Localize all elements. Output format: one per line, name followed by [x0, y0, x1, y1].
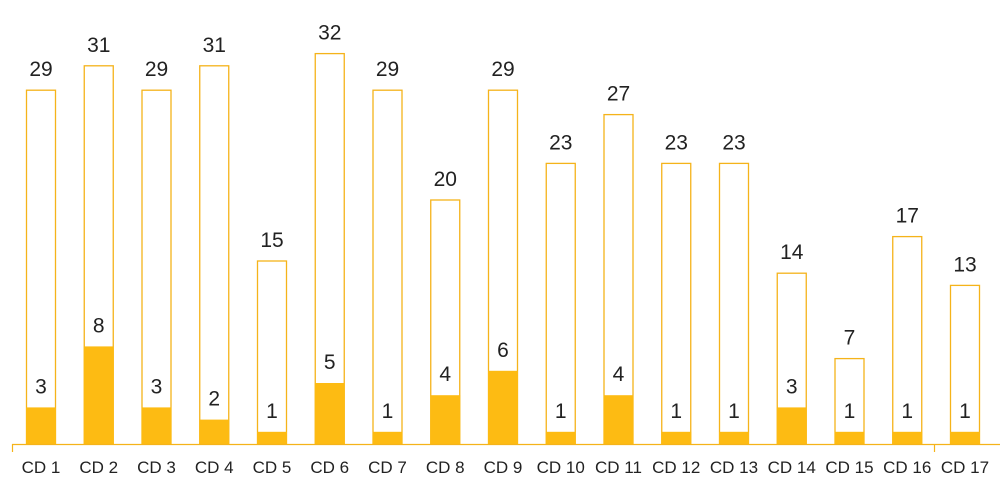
x-tick-label: CD 7 [368, 458, 407, 477]
total-value-label: 31 [203, 34, 226, 57]
total-value-label: 17 [896, 205, 919, 228]
bar-highlight [834, 431, 865, 444]
highlight-value-label: 4 [439, 363, 451, 386]
bar-total [892, 235, 923, 445]
highlight-value-label: 5 [324, 351, 336, 374]
highlight-value-label: 4 [613, 363, 625, 386]
x-tick-label: CD 10 [537, 458, 585, 477]
total-value-label: 23 [549, 131, 572, 154]
bar-total [603, 113, 634, 445]
total-value-label: 27 [607, 83, 630, 106]
highlight-value-label: 1 [959, 400, 971, 423]
highlight-value-label: 3 [151, 375, 163, 398]
total-value-label: 20 [434, 168, 457, 191]
x-axis-ticks: CD 1 CD 2 CD 3 CD 4 CD 5 CD 6 CD 7 CD 8 CD 9 CD 1… [11, 444, 989, 477]
bar-total [545, 162, 576, 445]
x-tick-label: CD 1 [22, 458, 61, 477]
bar-highlight [430, 395, 461, 444]
highlight-value-label: 1 [728, 400, 740, 423]
bar-highlight [950, 431, 980, 444]
bar-highlight [314, 383, 345, 444]
x-tick-label: CD 11 [595, 458, 642, 477]
bar-total [199, 65, 230, 445]
x-tick-label: CD 14 [768, 458, 816, 477]
highlight-value-label: 3 [786, 375, 798, 398]
total-value-label: 23 [722, 131, 745, 154]
total-value-label: 23 [665, 131, 688, 154]
bar-highlight [488, 370, 518, 444]
bar-highlight [141, 407, 172, 444]
x-tick-label: CD 16 [883, 458, 931, 477]
total-value-label: 13 [953, 253, 976, 276]
total-value-label: 29 [376, 58, 399, 81]
total-value-label: 7 [844, 327, 856, 350]
total-value-label: 32 [318, 22, 341, 45]
x-tick-label: CD 13 [710, 458, 758, 477]
total-value-label: 29 [29, 58, 52, 81]
highlight-value-label: 1 [670, 400, 682, 423]
x-tick-label: CD 2 [79, 458, 118, 477]
total-value-label: 15 [260, 229, 283, 252]
x-tick-label: CD 5 [253, 458, 292, 477]
highlight-value-label: 6 [497, 339, 509, 362]
total-value-labels: 29 31 29 31 15 32 29 20 29 23 27 23 23 14 7 17 13 [29, 22, 976, 350]
x-tick-label: CD 9 [484, 458, 523, 477]
bar-highlight [83, 346, 114, 444]
highlight-value-labels: 3 8 3 2 1 5 1 4 6 1 4 1 1 3 1 1 1 [35, 314, 971, 422]
total-value-label: 31 [87, 34, 110, 57]
bar-highlight [257, 431, 287, 444]
highlight-value-label: 1 [266, 400, 278, 423]
highlight-bars [26, 346, 980, 444]
bar-highlight [199, 419, 230, 444]
bar-highlight [545, 431, 576, 444]
total-value-label: 29 [491, 58, 514, 81]
highlight-value-label: 8 [93, 314, 105, 337]
bar-total [372, 89, 403, 445]
bar-highlight [661, 431, 692, 444]
highlight-value-label: 1 [382, 400, 394, 423]
bar-highlight [892, 431, 923, 444]
bar-highlight [372, 431, 403, 444]
x-tick-label: CD 15 [825, 458, 873, 477]
total-value-label: 29 [145, 58, 168, 81]
highlight-value-label: 1 [901, 400, 913, 423]
bar-highlight [603, 395, 634, 444]
x-tick-label: CD 17 [941, 458, 989, 477]
bar-total [314, 52, 345, 445]
total-value-label: 14 [780, 241, 804, 264]
bar-highlight [26, 407, 56, 444]
highlight-value-label: 3 [35, 375, 47, 398]
x-tick-label: CD 4 [195, 458, 234, 477]
highlight-value-label: 2 [208, 388, 220, 411]
bar-total [949, 284, 981, 445]
x-tick-label: CD 6 [310, 458, 349, 477]
highlight-value-label: 1 [555, 400, 567, 423]
bar-total [25, 89, 57, 445]
bar-highlight [776, 407, 807, 444]
x-tick-label: CD 8 [426, 458, 465, 477]
x-tick-label: CD 12 [652, 458, 700, 477]
highlight-value-label: 1 [844, 400, 856, 423]
x-tick-label: CD 3 [137, 458, 176, 477]
bar-total [661, 162, 692, 445]
bar-highlight [719, 431, 749, 444]
